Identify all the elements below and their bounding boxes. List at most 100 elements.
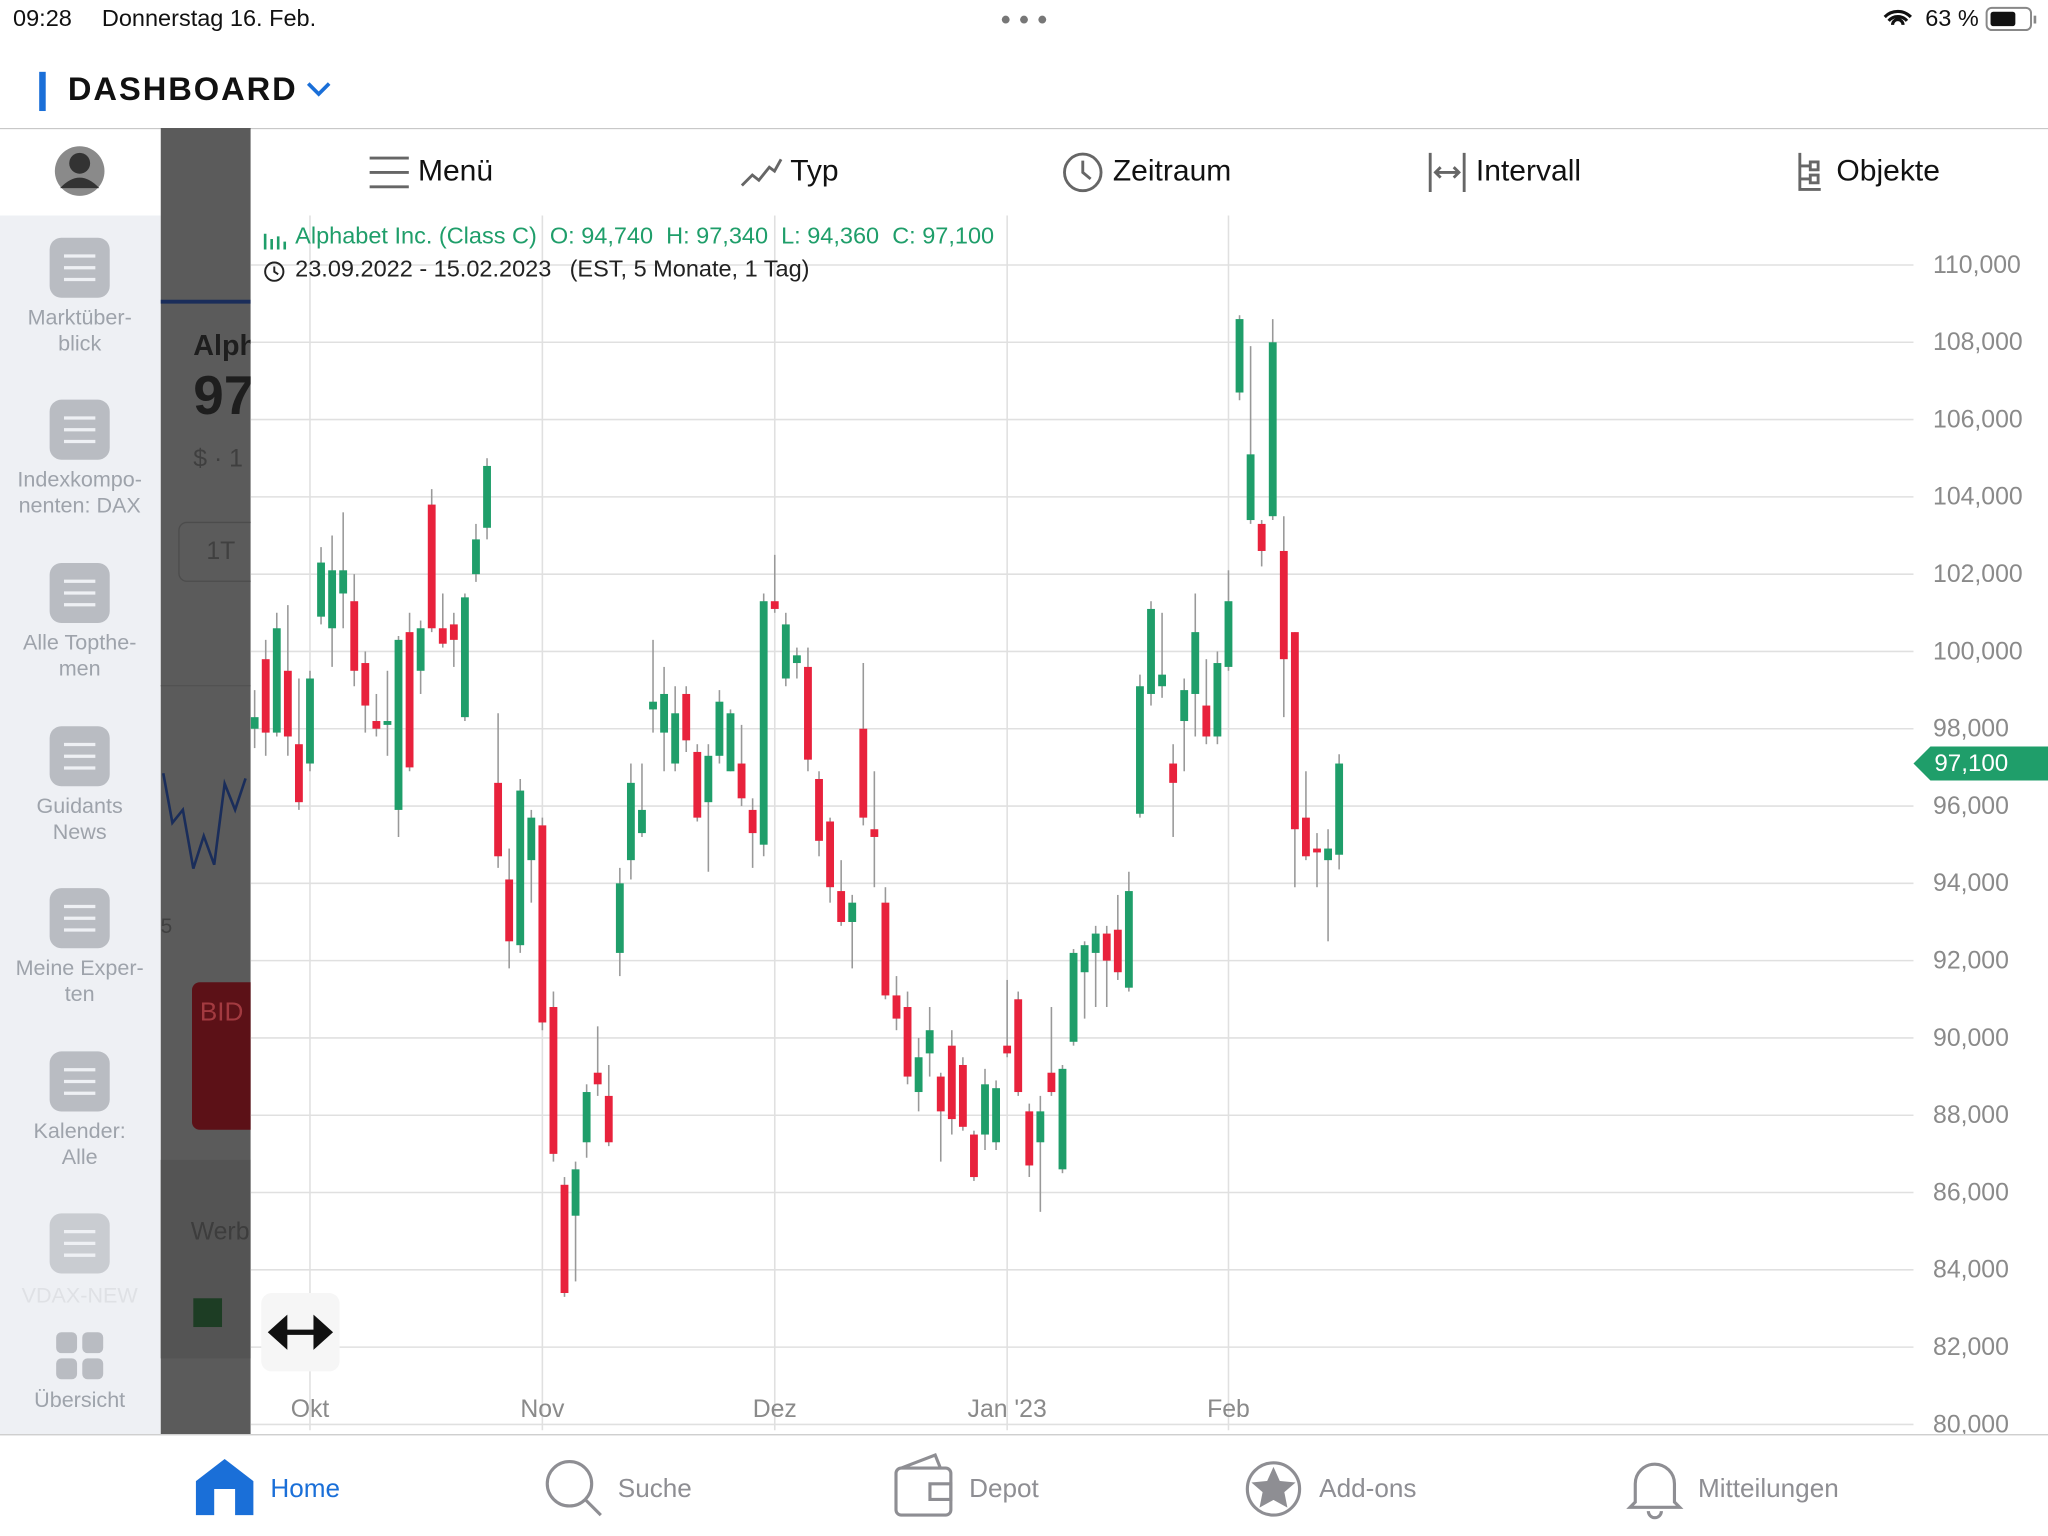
candle-body xyxy=(671,713,680,764)
interval-icon[interactable] xyxy=(1428,152,1466,192)
toolbar-button[interactable]: Objekte xyxy=(1836,154,1940,187)
candle-body xyxy=(815,778,823,841)
candle-body xyxy=(726,713,735,772)
plot-area: 80,000 82,000 84,000 86,000 88,000 90,000 92,0… xyxy=(250,215,2023,1434)
pan-button[interactable] xyxy=(261,1293,340,1372)
nav-icon[interactable] xyxy=(82,1332,104,1354)
nav-label[interactable]: Alle xyxy=(62,1144,98,1169)
nav-label[interactable]: Indexkompo- xyxy=(17,466,142,491)
nav-icon[interactable] xyxy=(56,1332,78,1354)
x-tick-label: Nov xyxy=(520,1396,565,1423)
nav-icon-glyph xyxy=(63,416,96,444)
y-tick-label: 84,000 xyxy=(1933,1257,2009,1284)
dim-sparkline xyxy=(161,772,247,869)
dim-bid: BID xyxy=(200,996,244,1026)
tab-label[interactable]: Add-ons xyxy=(1319,1473,1416,1503)
avatar[interactable] xyxy=(54,146,105,196)
objects-icon[interactable] xyxy=(1798,152,1821,191)
toolbar-icons xyxy=(369,152,1821,193)
candle-body xyxy=(748,809,757,834)
ohlc-value: H: 97,340 xyxy=(666,223,768,249)
depot-icon[interactable] xyxy=(894,1453,953,1517)
nav-icon[interactable] xyxy=(56,1358,78,1380)
candle-body xyxy=(1058,1068,1067,1170)
nav-icon[interactable] xyxy=(82,1358,104,1380)
nav-label[interactable]: VDAX-NEW xyxy=(22,1283,139,1308)
menu-icon[interactable] xyxy=(369,156,409,189)
candle-body xyxy=(483,465,491,528)
tab-label[interactable]: Home xyxy=(270,1473,340,1503)
candle-body xyxy=(870,829,879,837)
tab-label[interactable]: Depot xyxy=(969,1473,1039,1503)
range-detail: (EST, 5 Monate, 1 Tag) xyxy=(570,256,810,282)
y-tick-label: 88,000 xyxy=(1933,1102,2009,1129)
nav-label[interactable]: Kalender: xyxy=(34,1118,126,1143)
pan-arrow[interactable] xyxy=(267,1314,334,1350)
header-accent xyxy=(39,71,46,112)
toolbar-button[interactable]: Typ xyxy=(790,154,838,187)
toolbar-button[interactable]: Intervall xyxy=(1476,154,1581,187)
home-icon[interactable] xyxy=(195,1458,254,1516)
clock-icon[interactable] xyxy=(1063,152,1103,193)
header-chevron[interactable] xyxy=(306,82,331,97)
candle-body xyxy=(582,1092,591,1143)
y-tick-label: 98,000 xyxy=(1933,716,2009,743)
candle-body xyxy=(527,817,536,861)
candle-body xyxy=(737,763,746,799)
type-icon[interactable] xyxy=(740,158,783,187)
nav-label[interactable]: men xyxy=(59,656,101,681)
candle-body xyxy=(317,562,325,617)
candle-body xyxy=(981,1084,989,1135)
candle-body xyxy=(472,539,480,575)
candle-body xyxy=(859,728,868,818)
candle-body xyxy=(427,504,436,629)
addons-icon[interactable] xyxy=(1245,1461,1302,1517)
candle-body xyxy=(405,632,414,768)
candle-body xyxy=(560,1184,569,1294)
header-title[interactable]: DASHBOARD xyxy=(68,70,298,107)
candle-body xyxy=(339,570,348,594)
candle-body xyxy=(936,1076,945,1112)
dim-ad-area xyxy=(160,1159,251,1359)
toolbar-button[interactable]: Menü xyxy=(418,154,493,187)
nav-label[interactable]: News xyxy=(53,819,107,844)
toolbar-button[interactable]: Zeitraum xyxy=(1113,154,1231,187)
candle-body xyxy=(1003,1045,1012,1054)
nav-label[interactable]: blick xyxy=(58,331,101,356)
battery-icon xyxy=(1985,6,2037,32)
nav-label[interactable]: Übersicht xyxy=(34,1387,125,1412)
candle-body xyxy=(350,601,359,671)
candle-body xyxy=(1180,690,1189,722)
nav-icon-glyph xyxy=(63,579,96,607)
tab-bar xyxy=(0,1434,2048,1536)
candle-body xyxy=(516,790,525,946)
nav-label[interactable]: nenten: DAX xyxy=(19,492,141,517)
candle-body xyxy=(1202,705,1211,737)
nav-label[interactable]: Guidants xyxy=(37,793,123,818)
bell-icon[interactable] xyxy=(1626,1462,1684,1520)
price-tag xyxy=(1913,746,2048,781)
candle-body xyxy=(1014,999,1023,1093)
clock-small xyxy=(264,261,285,282)
nav-label[interactable]: Alle Topthe- xyxy=(23,630,136,655)
x-tick-label: Okt xyxy=(291,1396,330,1423)
tab-label[interactable]: Mitteilungen xyxy=(1698,1473,1839,1503)
candle-body xyxy=(1080,945,1089,973)
nav-label[interactable]: Marktüber- xyxy=(28,304,132,329)
candle-body xyxy=(1025,1111,1034,1166)
search-icon[interactable] xyxy=(545,1459,602,1517)
candle-body xyxy=(1102,933,1111,961)
y-tick-label: 82,000 xyxy=(1933,1334,2009,1361)
candle-body xyxy=(1147,608,1155,694)
nav-label[interactable]: Meine Exper- xyxy=(16,955,144,980)
y-tick-label: 94,000 xyxy=(1933,870,2009,897)
tab-label[interactable]: Suche xyxy=(618,1473,692,1503)
nav-label[interactable]: ten xyxy=(65,981,95,1006)
battery-level: 63 % xyxy=(1925,5,1979,31)
candle-body xyxy=(615,883,624,953)
candle-body xyxy=(1091,933,1100,953)
candle-body xyxy=(759,601,768,845)
candle-body xyxy=(970,1134,978,1178)
dimmed-panel: Alph 97 $ · 1 1T 5 BID Werb xyxy=(160,128,251,1435)
multitask-dots xyxy=(1001,15,1047,24)
